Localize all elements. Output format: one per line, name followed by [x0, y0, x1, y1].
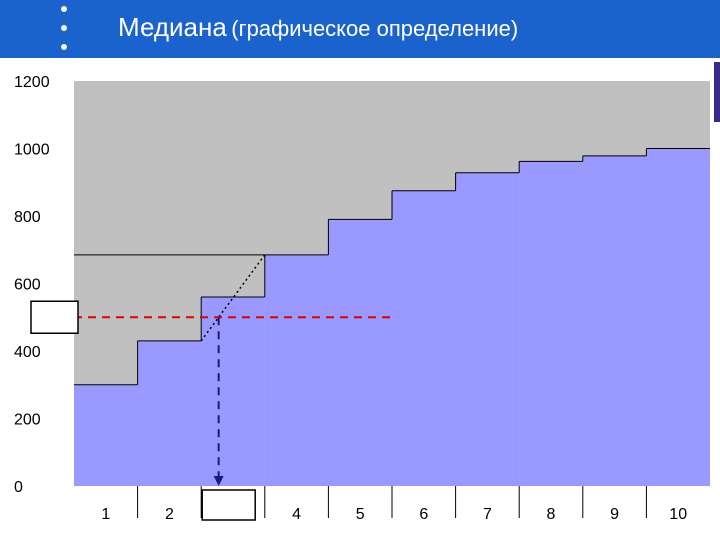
bar-7 — [455, 172, 520, 487]
slide-title: Медиана (графическое определение) — [118, 12, 518, 43]
y-tick-label: 200 — [14, 412, 41, 429]
median-chart: 0 200 400 600 800 1000 1200 1 2 4 5 6 7 8 9 10 — [14, 74, 710, 540]
bar-8 — [519, 161, 583, 486]
bullet-dots-icon — [58, 4, 70, 54]
median-value-box — [30, 300, 79, 334]
x-tick-label: 2 — [165, 506, 174, 523]
x-tick-label: 8 — [547, 506, 556, 523]
y-tick-label: 400 — [14, 344, 41, 361]
bar-9 — [582, 155, 647, 487]
bar-3 — [201, 297, 265, 486]
chart-panel: 0 200 400 600 800 1000 1200 1 2 4 5 6 7 8 9 10 — [0, 58, 720, 540]
bar-4 — [264, 254, 329, 486]
y-tick-label: 800 — [14, 209, 41, 226]
title-subtitle: (графическое определение) — [231, 16, 519, 41]
decorative-stripe — [714, 62, 720, 122]
y-tick-label: 0 — [14, 479, 23, 496]
bar-2 — [137, 340, 202, 486]
x-tick-label: 4 — [292, 506, 301, 523]
bar-1 — [74, 384, 138, 486]
x-tick-label: 7 — [483, 506, 492, 523]
bar-5 — [328, 219, 392, 486]
y-tick-label: 1200 — [14, 74, 50, 91]
median-category-box — [201, 489, 256, 521]
title-main: Медиана — [118, 12, 227, 42]
x-tick-label: 5 — [356, 506, 365, 523]
slide-title-bar: Медиана (графическое определение) — [0, 0, 720, 58]
bar-10 — [646, 148, 710, 486]
x-tick-label: 1 — [101, 506, 110, 523]
y-tick-label: 1000 — [14, 142, 50, 159]
median-arrow-head — [213, 476, 224, 486]
y-tick-label: 600 — [14, 277, 41, 294]
x-tick-label: 10 — [669, 506, 687, 523]
x-tick-label: 6 — [419, 506, 428, 523]
bar-6 — [392, 190, 456, 486]
x-tick-label: 9 — [610, 506, 619, 523]
